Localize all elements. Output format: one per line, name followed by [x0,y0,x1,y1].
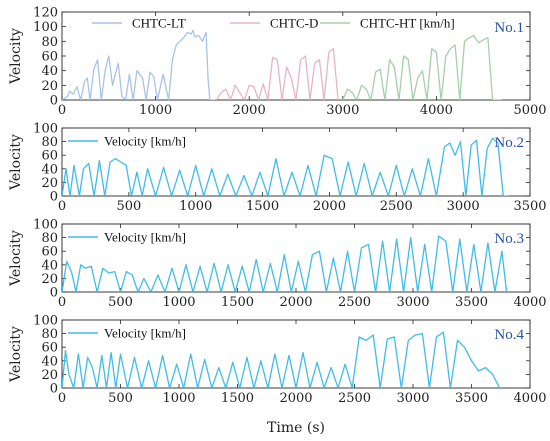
legend-entry-3: CHTC-HT [km/h] [360,16,455,31]
series-line-1 [62,331,501,388]
x-tick-label: 1500 [221,295,254,310]
x-tick-label: 1000 [162,391,195,406]
x-tick-label: 4000 [420,103,453,118]
legend-entry: Velocity [km/h] [104,134,186,149]
x-tick-label: 500 [116,199,141,214]
y-tick-label: 40 [41,258,58,273]
panel-tag: No.2 [494,135,524,151]
y-tick-label: 20 [41,272,58,287]
y-axis-label: Velocity [8,326,24,383]
y-axis-label: Velocity [8,230,24,287]
legend-entry-1: CHTC-LT [132,16,186,31]
y-tick-label: 80 [41,135,58,150]
y-tick-label: 60 [41,245,58,260]
x-tick-label: 3500 [455,295,488,310]
x-tick-label: 4000 [513,391,546,406]
x-tick-label: 2500 [380,199,413,214]
series-line-1 [62,29,216,100]
legend-entry: Velocity [km/h] [104,326,186,341]
y-tick-label: 0 [50,286,58,301]
y-tick-label: 40 [41,64,58,79]
y-tick-label: 80 [41,231,58,246]
x-tick-label: 1500 [246,199,279,214]
x-tick-label: 2500 [338,295,371,310]
y-tick-label: 0 [50,382,58,397]
x-tick-label: 500 [108,295,133,310]
y-tick-label: 0 [50,190,58,205]
x-tick-label: 3000 [396,391,429,406]
x-tick-label: 1500 [221,391,254,406]
x-tick-label: 0 [58,103,66,118]
y-tick-label: 100 [33,20,58,35]
x-tick-label: 2500 [338,391,371,406]
y-tick-label: 20 [41,176,58,191]
x-tick-label: 3000 [396,295,429,310]
x-tick-label: 3500 [513,199,546,214]
y-tick-label: 60 [41,149,58,164]
x-tick-label: 2000 [313,199,346,214]
x-tick-label: 1000 [179,199,212,214]
y-tick-label: 120 [33,6,58,21]
y-tick-label: 100 [33,218,58,233]
series-line-1 [62,235,508,292]
x-tick-label: 1000 [139,103,172,118]
x-tick-label: 2000 [279,391,312,406]
legend-entry-2: CHTC-D [270,16,318,31]
panel-tag: No.1 [494,20,524,36]
series-line-2 [215,48,339,100]
y-tick-label: 40 [41,354,58,369]
x-tick-label: 1000 [162,295,195,310]
y-tick-label: 80 [41,35,58,50]
y-tick-label: 100 [33,314,58,329]
panel-2: 0 500 1000 1500 2000 2500 3000 3500 020406080100… [8,122,547,215]
y-tick-label: 40 [41,162,58,177]
y-tick-label: 20 [41,79,58,94]
x-tick-label: 5000 [513,103,546,118]
x-tick-label: 3500 [455,391,488,406]
x-tick-label: 500 [108,391,133,406]
panel-tag: No.3 [494,231,524,247]
y-tick-label: 100 [33,122,58,137]
y-tick-label: 80 [41,327,58,342]
x-axis-label: Time (s) [267,420,325,436]
x-tick-label: 3000 [447,199,480,214]
series-line-3 [342,34,502,100]
y-tick-label: 60 [41,50,58,65]
axes-box [61,127,531,197]
panel-tag: No.4 [494,327,524,343]
y-tick-label: 60 [41,341,58,356]
y-axis-label: Velocity [8,28,24,85]
x-tick-label: 2000 [279,295,312,310]
legend-entry: Velocity [km/h] [104,230,186,245]
y-axis-label: Velocity [8,134,24,191]
y-tick-label: 20 [41,368,58,383]
panel-4: 0 500 1000 1500 2000 2500 3000 3500 4000 02040608… [8,314,547,407]
series-line-1 [62,137,509,196]
x-tick-label: 0 [58,295,66,310]
x-tick-label: 3000 [326,103,359,118]
y-tick-label: 0 [50,94,58,109]
x-tick-label: 4000 [513,295,546,310]
x-tick-label: 0 [58,199,66,214]
panel-3: 0 500 1000 1500 2000 2500 3000 3500 4000 02040608… [8,218,547,311]
x-tick-label: 0 [58,391,66,406]
x-tick-label: 2000 [233,103,266,118]
